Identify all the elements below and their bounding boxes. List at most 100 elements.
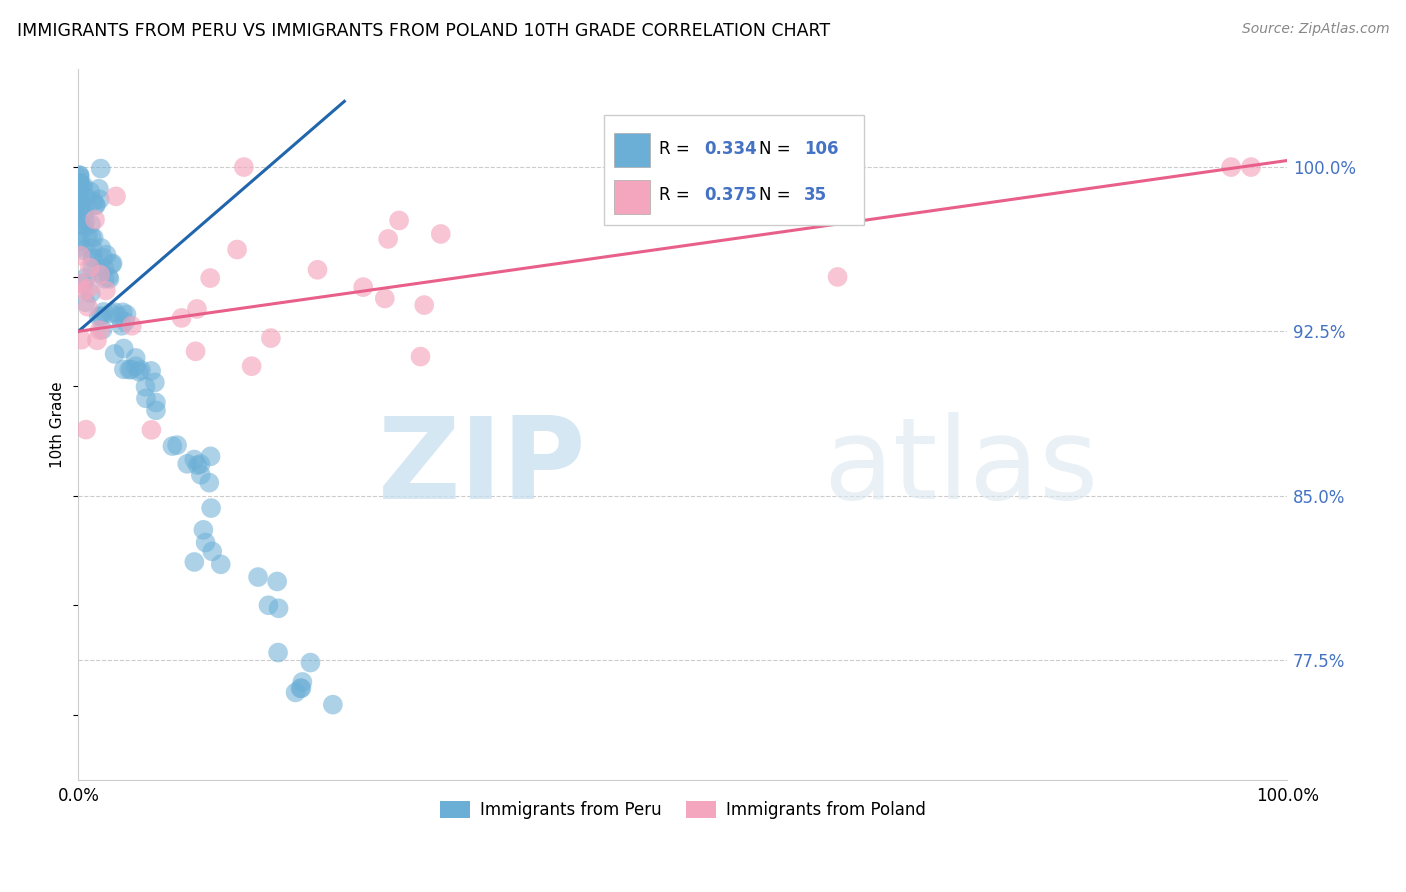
Text: N =: N = xyxy=(759,186,796,204)
Point xyxy=(247,570,270,584)
Point xyxy=(70,333,93,347)
Point xyxy=(69,178,91,192)
Point xyxy=(352,280,374,294)
Point xyxy=(69,168,91,182)
Point xyxy=(374,292,396,306)
Point xyxy=(93,272,115,286)
Point xyxy=(104,189,127,203)
Point xyxy=(100,257,122,271)
Legend: Immigrants from Peru, Immigrants from Poland: Immigrants from Peru, Immigrants from Po… xyxy=(433,794,932,825)
Point xyxy=(827,269,849,284)
Point xyxy=(82,194,104,209)
Text: 35: 35 xyxy=(804,186,827,204)
Point xyxy=(232,160,254,174)
Point xyxy=(129,363,152,377)
Point xyxy=(409,350,432,364)
Text: IMMIGRANTS FROM PERU VS IMMIGRANTS FROM POLAND 10TH GRADE CORRELATION CHART: IMMIGRANTS FROM PERU VS IMMIGRANTS FROM … xyxy=(17,22,830,40)
Point xyxy=(90,241,112,255)
Point xyxy=(299,656,322,670)
Point xyxy=(69,170,91,185)
Text: Source: ZipAtlas.com: Source: ZipAtlas.com xyxy=(1241,22,1389,37)
Point xyxy=(121,318,143,333)
Point xyxy=(1220,160,1243,174)
Point xyxy=(82,260,104,275)
Point xyxy=(267,646,290,660)
Point xyxy=(186,301,208,316)
Point xyxy=(112,342,135,356)
Point xyxy=(73,220,96,235)
Point xyxy=(91,322,114,336)
Point xyxy=(100,306,122,320)
Point xyxy=(266,574,288,589)
Point xyxy=(101,256,124,270)
Point xyxy=(93,261,115,276)
Point xyxy=(260,331,283,345)
Point xyxy=(226,243,249,257)
Point xyxy=(94,284,117,298)
Point xyxy=(90,161,112,176)
Text: 0.334: 0.334 xyxy=(704,140,758,158)
Point xyxy=(69,176,91,190)
Point xyxy=(267,601,290,615)
Point xyxy=(377,232,399,246)
Point xyxy=(76,229,98,244)
Point xyxy=(84,212,107,227)
Point xyxy=(166,438,188,452)
Point xyxy=(84,197,107,211)
Point xyxy=(90,309,112,323)
Point xyxy=(91,251,114,265)
Point xyxy=(135,392,157,406)
Point xyxy=(89,323,111,337)
Point xyxy=(90,267,112,281)
Point xyxy=(290,681,312,695)
Point xyxy=(86,334,108,348)
Point xyxy=(143,376,166,390)
Point xyxy=(193,523,215,537)
Point xyxy=(139,364,162,378)
Point xyxy=(170,310,193,325)
Point xyxy=(134,380,156,394)
Point xyxy=(69,219,91,233)
Point xyxy=(187,458,209,472)
Point xyxy=(87,310,110,324)
Point xyxy=(200,501,222,516)
Text: ZIP: ZIP xyxy=(378,411,586,523)
Point xyxy=(69,188,91,202)
Point xyxy=(97,270,120,285)
Point xyxy=(110,318,132,333)
Point xyxy=(257,599,280,613)
Point xyxy=(209,558,232,572)
Y-axis label: 10th Grade: 10th Grade xyxy=(51,381,65,467)
Point xyxy=(120,362,142,376)
Point xyxy=(72,243,94,257)
Point xyxy=(80,286,103,301)
Point xyxy=(69,190,91,204)
Point xyxy=(128,365,150,379)
Text: 0.375: 0.375 xyxy=(704,186,758,204)
Point xyxy=(291,674,314,689)
Point xyxy=(89,193,111,207)
Point xyxy=(75,214,97,228)
Point xyxy=(98,272,121,286)
Point xyxy=(70,178,93,193)
Point xyxy=(83,230,105,244)
Point xyxy=(201,544,224,558)
Point xyxy=(104,305,127,319)
Point xyxy=(73,284,96,298)
Point xyxy=(184,344,207,359)
Point xyxy=(413,298,436,312)
Point xyxy=(125,351,148,365)
Point xyxy=(75,295,97,310)
Point xyxy=(307,262,329,277)
Point xyxy=(388,213,411,227)
Point xyxy=(176,457,198,471)
Point xyxy=(114,315,136,329)
Point xyxy=(80,217,103,231)
Point xyxy=(107,310,129,324)
Point xyxy=(183,452,205,467)
Point xyxy=(198,475,221,490)
Point xyxy=(93,305,115,319)
Point xyxy=(87,182,110,196)
Point xyxy=(69,217,91,231)
Point xyxy=(73,206,96,220)
